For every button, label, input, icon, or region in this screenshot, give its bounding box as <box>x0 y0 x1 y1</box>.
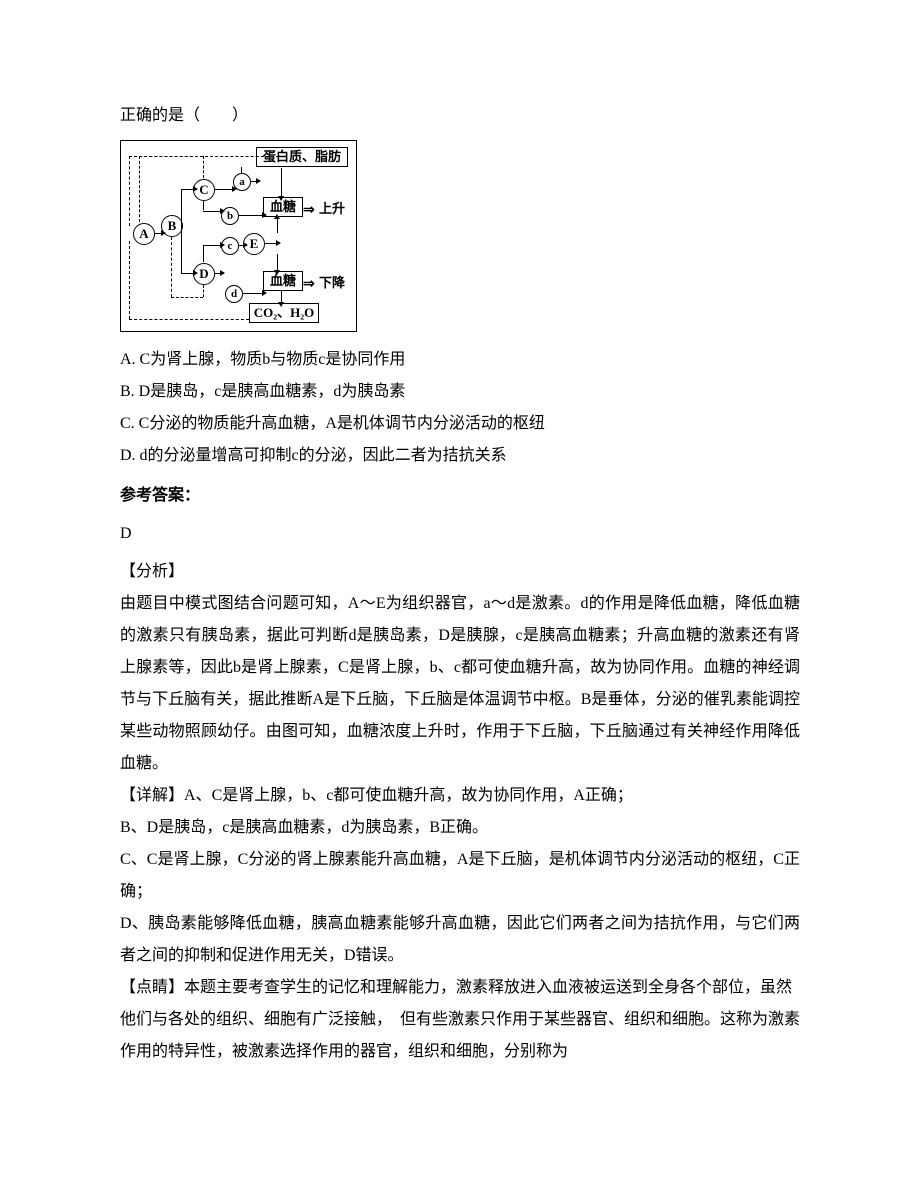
node-protein-fat: 蛋白质、脂肪 <box>256 147 348 167</box>
label-fall: 下降 <box>319 270 345 296</box>
analysis-body: 由题目中模式图结合问题可知，A～E为组织器官，a～d是激素。d的作用是降低血糖，… <box>120 588 800 780</box>
detail-line-2: B、D是胰岛，c是胰高血糖素，d为胰岛素，B正确。 <box>120 812 800 844</box>
edge-dashed <box>171 237 172 297</box>
node-d: d <box>225 285 243 303</box>
edge-dashed <box>203 285 204 297</box>
option-B: B. D是胰岛，c是胰高血糖素，d为胰岛素 <box>120 376 800 408</box>
edge <box>277 219 278 233</box>
edge <box>277 254 278 270</box>
edge <box>281 291 282 302</box>
edge <box>181 225 182 273</box>
option-A: A. C为肾上腺，物质b与物质c是协同作用 <box>120 344 800 376</box>
answer-value: D <box>120 518 800 550</box>
arrow-fall: ⇒ <box>303 269 315 297</box>
question-stem: 正确的是（ ） <box>120 100 800 132</box>
node-co2-h2o: CO₂、H₂O <box>249 303 319 323</box>
edge <box>250 181 256 182</box>
option-C: C. C分泌的物质能升高血糖，A是机体调节内分泌活动的枢纽 <box>120 408 800 440</box>
node-blood-sugar-down: 血糖 <box>263 271 303 291</box>
tip-heading: 【点睛】 <box>120 979 184 996</box>
edge <box>214 189 232 190</box>
analysis-heading: 【分析】 <box>120 556 800 588</box>
option-D: D. d的分泌量增高可抑制c的分泌，因此二者为拮抗关系 <box>120 440 800 472</box>
edge-dashed <box>129 319 249 320</box>
edge <box>181 273 193 274</box>
document-page: 正确的是（ ） 蛋白质、脂肪 血糖 ⇒ 上升 血糖 ⇒ 下降 CO₂、H₂O A… <box>0 0 920 1191</box>
edge <box>238 215 262 216</box>
edge <box>181 189 182 225</box>
edge <box>203 200 204 210</box>
edge <box>281 168 282 196</box>
edge <box>154 233 161 234</box>
detail-line-1: A、C是肾上腺，b、c都可使血糖升高，故为协同作用，A正确； <box>184 787 633 804</box>
edge-dashed <box>139 156 203 157</box>
edge <box>264 243 276 244</box>
node-A: A <box>133 223 155 245</box>
edge <box>203 245 220 246</box>
detail-line-4: D、胰岛素能够降低血糖，胰高血糖素能够升高血糖，因此它们两者之间为拮抗作用，与它… <box>120 908 800 972</box>
detail-heading: 【详解】 <box>120 787 184 804</box>
edge <box>242 293 262 294</box>
blood-sugar-diagram: 蛋白质、脂肪 血糖 ⇒ 上升 血糖 ⇒ 下降 CO₂、H₂O A B C D E… <box>120 140 357 332</box>
label-rise: 上升 <box>319 196 345 222</box>
answer-heading: 参考答案： <box>120 480 800 512</box>
tip-body: 本题主要考查学生的记忆和理解能力，激素释放进入血液被运送到全身各个部位，虽然他们… <box>120 979 800 1060</box>
edge <box>214 273 220 274</box>
edge-dashed <box>203 156 204 178</box>
edge-dashed <box>171 297 203 298</box>
edge <box>241 167 242 173</box>
edge-dashed <box>129 156 130 226</box>
edge <box>203 245 204 262</box>
detail-line-3: C、C是肾上腺，C分泌的肾上腺素能升高血糖，A是下丘脑，是机体调节内分泌活动的枢… <box>120 844 800 908</box>
edge <box>238 245 243 246</box>
edge-dashed <box>129 241 130 319</box>
edge <box>181 189 193 190</box>
arrow-rise: ⇒ <box>303 195 315 223</box>
edge-dashed <box>139 156 140 222</box>
edge <box>203 211 220 212</box>
